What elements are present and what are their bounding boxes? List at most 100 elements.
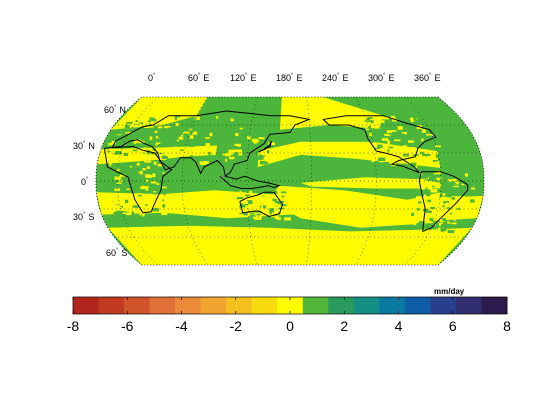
land-noise-cell — [180, 149, 184, 151]
land-noise-cell — [191, 150, 196, 155]
land-noise-cell — [402, 153, 409, 157]
land-noise-cell — [416, 214, 423, 217]
land-noise-cell — [439, 222, 443, 224]
land-noise-cell — [388, 146, 393, 150]
land-noise-cell — [446, 207, 451, 209]
land-noise-cell — [392, 119, 398, 122]
land-noise-cell — [277, 208, 285, 212]
land-noise-cell — [126, 213, 132, 216]
land-noise-cell — [142, 168, 146, 171]
land-noise-cell — [407, 138, 413, 142]
australia-coastline — [239, 191, 284, 218]
land-noise-cell — [217, 161, 223, 163]
land-noise-cell — [193, 116, 200, 120]
land-noise-cell — [162, 172, 165, 174]
north-africa-dry-band — [97, 145, 217, 165]
colorbar-cells — [73, 297, 508, 314]
lat-label: 60° N — [104, 105, 126, 115]
land-noise-cell — [274, 200, 281, 205]
land-noise-cell — [173, 133, 177, 136]
land-noise-cell — [259, 215, 262, 218]
land-noise-cell — [109, 162, 112, 166]
land-noise-cell — [128, 131, 132, 134]
land-noise-cell — [442, 208, 449, 212]
land-noise-cell — [147, 135, 149, 138]
colorbar-cell — [379, 297, 406, 314]
land-noise-cell — [425, 210, 432, 213]
land-noise-cell — [284, 195, 289, 198]
land-noise-cell — [255, 211, 262, 213]
land-noise-cell — [144, 126, 150, 128]
land-noise-cell — [417, 207, 420, 211]
land-noise-cell — [199, 133, 204, 136]
land-noise-cell — [230, 118, 233, 122]
eastern-pacific-dry-zone — [300, 177, 441, 189]
land-noise-cell — [153, 161, 157, 165]
colorbar-cell — [98, 297, 125, 314]
land-noise-cell — [456, 207, 460, 210]
land-noise-cell — [431, 158, 438, 160]
lon-label: 60° E — [188, 73, 209, 83]
land-noise-cell — [243, 212, 248, 216]
land-noise-cell — [161, 212, 168, 216]
land-noise-cell — [415, 144, 420, 148]
land-noise-cell — [398, 133, 405, 137]
land-noise-cell — [271, 206, 276, 209]
land-noise-cell — [451, 229, 455, 231]
land-noise-cell — [397, 115, 402, 118]
land-noise-cell — [126, 137, 132, 140]
land-noise-cell — [124, 199, 129, 204]
land-noise-cell — [157, 164, 163, 167]
land-noise-cell — [222, 153, 230, 156]
land-noise-cell — [411, 130, 418, 134]
land-noise-cell — [238, 202, 241, 206]
land-noise-cell — [153, 166, 158, 168]
land-noise-cell — [389, 126, 396, 128]
land-noise-cell — [393, 126, 398, 130]
land-noise-cell — [368, 125, 371, 130]
land-noise-cell — [153, 119, 157, 122]
land-noise-cell — [261, 155, 265, 157]
land-noise-cell — [447, 230, 455, 234]
land-noise-cell — [425, 141, 429, 143]
colorbar: -8 -6 -4 -2 0 2 4 6 8 mm/day — [67, 287, 511, 334]
land-noise-cell — [280, 204, 287, 207]
colorbar-tick-label: -8 — [67, 318, 80, 334]
land-noise-cell — [260, 191, 264, 194]
land-noise-cell — [247, 136, 251, 140]
land-noise-cell — [417, 178, 425, 182]
land-noise-cell — [379, 120, 385, 123]
lon-label: 180° E — [276, 73, 302, 83]
land-noise-cell — [268, 142, 275, 146]
land-noise-cell — [410, 149, 413, 152]
land-noise-cell — [232, 119, 235, 122]
land-noise-cell — [150, 195, 156, 198]
colorbar-cell — [175, 297, 201, 314]
land-noise-cell — [451, 197, 455, 200]
lat-label: 30° N — [73, 141, 95, 151]
land-noise-cell — [164, 199, 168, 203]
land-noise-cell — [256, 213, 261, 216]
land-noise-cell — [213, 136, 220, 140]
land-noise-cell — [156, 183, 160, 185]
land-noise-cell — [402, 145, 408, 149]
land-noise-cell — [155, 152, 158, 155]
land-noise-cell — [435, 145, 441, 148]
lon-label: 300° E — [368, 73, 394, 83]
land-noise-cell — [424, 149, 429, 151]
land-noise-cell — [143, 156, 147, 159]
land-noise-cell — [174, 117, 178, 121]
land-noise-cell — [176, 139, 179, 142]
land-noise-cell — [107, 150, 111, 153]
land-noise-cell — [175, 125, 180, 128]
land-noise-cell — [239, 204, 246, 208]
land-noise-cell — [132, 205, 140, 208]
land-noise-cell — [106, 138, 111, 142]
meridian-line — [181, 97, 209, 265]
land-noise-cell — [389, 130, 397, 132]
land-noise-cell — [143, 147, 148, 151]
land-noise-cell — [449, 212, 453, 215]
land-noise-cell — [393, 117, 396, 120]
land-noise-cell — [387, 140, 390, 145]
